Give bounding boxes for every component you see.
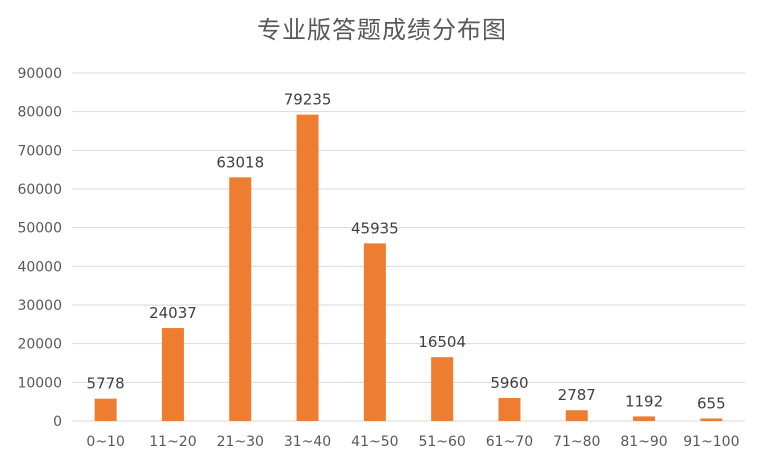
x-tick-label: 71~80	[553, 434, 600, 450]
data-label: 1192	[625, 392, 663, 410]
x-tick-label: 31~40	[284, 434, 331, 450]
x-tick-label: 51~60	[418, 434, 465, 450]
data-label: 5778	[87, 375, 125, 393]
y-tick-label: 20000	[17, 337, 62, 353]
y-tick-label: 0	[53, 414, 62, 430]
data-label: 45935	[351, 219, 399, 237]
x-tick-label: 61~70	[486, 434, 533, 450]
bar	[431, 357, 454, 421]
x-tick-label: 41~50	[351, 434, 398, 450]
x-tick-label: 91~100	[683, 434, 739, 450]
y-tick-label: 90000	[17, 66, 62, 82]
bar	[94, 398, 117, 421]
bar	[633, 416, 656, 421]
data-label: 63018	[216, 153, 264, 171]
data-label: 79235	[284, 91, 332, 109]
bar	[498, 397, 521, 421]
y-tick-label: 40000	[17, 259, 62, 275]
bar	[229, 177, 252, 421]
data-label: 16504	[418, 333, 466, 351]
x-tick-label: 21~30	[217, 434, 264, 450]
data-label: 2787	[558, 386, 596, 404]
x-tick-label: 81~90	[620, 434, 667, 450]
bar	[296, 114, 319, 421]
bar	[363, 243, 386, 421]
x-tick-label: 11~20	[149, 434, 196, 450]
y-tick-label: 50000	[17, 221, 62, 237]
y-tick-label: 80000	[17, 105, 62, 121]
bar	[565, 410, 588, 421]
y-tick-label: 70000	[17, 143, 62, 159]
y-tick-label: 60000	[17, 182, 62, 198]
bar	[700, 418, 723, 421]
y-tick-label: 30000	[17, 298, 62, 314]
data-label: 655	[697, 394, 726, 412]
chart-title: 专业版答题成绩分布图	[257, 16, 507, 44]
data-label: 5960	[490, 374, 528, 392]
data-label: 24037	[149, 304, 197, 322]
bar	[161, 328, 184, 421]
y-tick-label: 10000	[17, 375, 62, 391]
x-tick-label: 0~10	[86, 434, 124, 450]
